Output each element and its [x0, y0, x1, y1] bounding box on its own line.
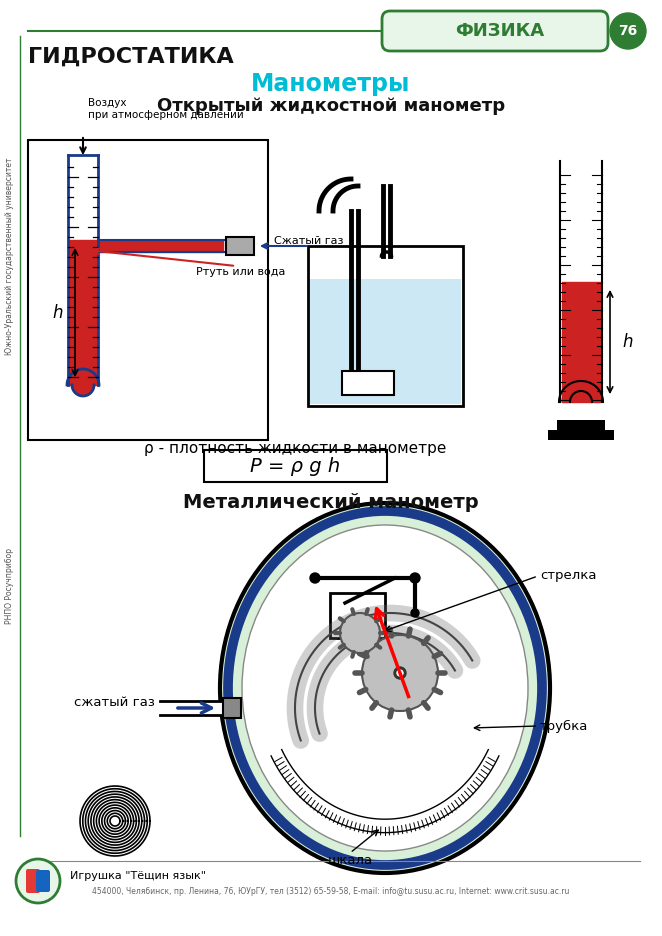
Text: h: h: [622, 333, 632, 351]
FancyBboxPatch shape: [382, 11, 608, 51]
Circle shape: [362, 635, 438, 711]
Circle shape: [410, 573, 420, 583]
Text: P = ρ g h: P = ρ g h: [250, 457, 340, 475]
FancyBboxPatch shape: [557, 420, 605, 430]
Text: Воздух
при атмосферном давлении: Воздух при атмосферном давлении: [88, 98, 244, 120]
Ellipse shape: [220, 503, 550, 873]
FancyBboxPatch shape: [204, 450, 387, 482]
Text: сжатый газ: сжатый газ: [74, 696, 155, 709]
FancyBboxPatch shape: [548, 430, 614, 440]
FancyBboxPatch shape: [310, 279, 461, 404]
Text: ГИДРОСТАТИКА: ГИДРОСТАТИКА: [28, 47, 234, 67]
Text: h: h: [53, 303, 64, 321]
Circle shape: [397, 670, 403, 676]
Text: Сжатый газ: Сжатый газ: [274, 236, 344, 246]
Text: ρ - плотность жидкости в манометре: ρ - плотность жидкости в манометре: [144, 441, 446, 456]
Text: Открытый жидкостной манометр: Открытый жидкостной манометр: [157, 97, 505, 115]
Text: Манометры: Манометры: [252, 72, 410, 96]
Text: Металлический манометр: Металлический манометр: [183, 492, 479, 511]
Text: ФИЗИКА: ФИЗИКА: [455, 22, 545, 40]
Circle shape: [610, 13, 646, 49]
Circle shape: [16, 859, 60, 903]
FancyBboxPatch shape: [308, 246, 463, 406]
FancyBboxPatch shape: [28, 140, 268, 440]
FancyBboxPatch shape: [26, 869, 40, 893]
Circle shape: [310, 573, 320, 583]
Text: РНПО Росучприбор: РНПО Росучприбор: [5, 548, 15, 624]
Polygon shape: [67, 369, 99, 396]
Circle shape: [411, 609, 419, 617]
Circle shape: [340, 613, 380, 653]
FancyBboxPatch shape: [342, 371, 394, 395]
Text: трубка: трубка: [540, 720, 589, 733]
Text: 76: 76: [618, 24, 638, 38]
Text: 454000, Челябинск, пр. Ленина, 76, ЮУрГУ, тел (3512) 65-59-58, E-mail: info@tu.s: 454000, Челябинск, пр. Ленина, 76, ЮУрГУ…: [92, 886, 570, 896]
Text: Ртуть или вода: Ртуть или вода: [197, 267, 286, 277]
FancyBboxPatch shape: [330, 593, 385, 638]
Text: шкала: шкала: [328, 855, 373, 868]
Circle shape: [394, 667, 406, 679]
Text: стрелка: стрелка: [540, 569, 596, 582]
Ellipse shape: [242, 525, 528, 851]
Text: Игрушка "Тёщин язык": Игрушка "Тёщин язык": [70, 871, 206, 881]
FancyBboxPatch shape: [226, 237, 254, 255]
Polygon shape: [562, 383, 600, 402]
Text: Южно-Уральский государственный университет: Южно-Уральский государственный университ…: [5, 157, 15, 355]
FancyBboxPatch shape: [36, 870, 50, 892]
FancyBboxPatch shape: [223, 698, 241, 718]
